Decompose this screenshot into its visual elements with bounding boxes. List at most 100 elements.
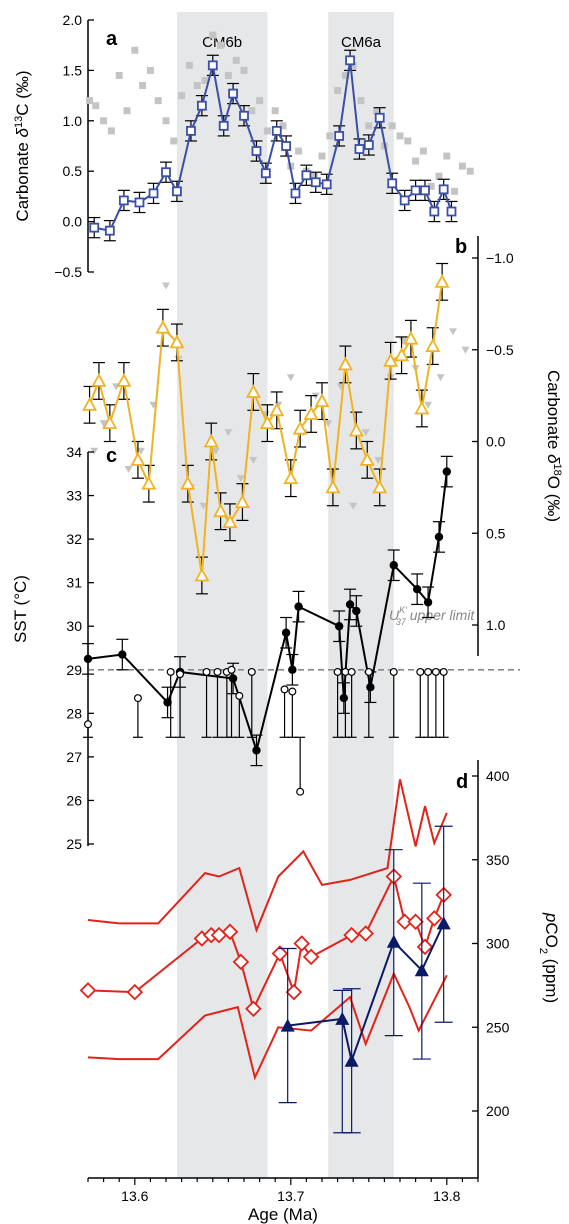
data-point [423, 598, 433, 607]
data-point [161, 167, 171, 178]
data-point [301, 170, 312, 181]
y-tick-label: 0.0 [63, 214, 83, 230]
data-point [141, 475, 157, 490]
data-point [186, 125, 196, 136]
data-point [228, 674, 238, 683]
data-point [213, 503, 229, 518]
background-data-point [248, 107, 256, 115]
background-data-point [232, 56, 240, 64]
y-tick-label: −0.5 [54, 264, 82, 280]
background-data-point [451, 187, 459, 195]
data-point-open [333, 667, 342, 676]
data-point-open [439, 667, 448, 676]
background-data-point [449, 328, 457, 336]
background-data-point [295, 147, 303, 155]
data-point [352, 606, 361, 616]
background-data-point [374, 456, 383, 464]
data-point [82, 396, 98, 411]
y-tick-label: 200 [486, 1103, 510, 1119]
data-point [325, 479, 341, 494]
y-tick-label: −0.5 [486, 342, 514, 358]
panel-c: 25 26 27 28 29 30 31 32 33 34 c SST (°C) UK′ 37 upper… [11, 444, 520, 852]
data-point [414, 400, 430, 415]
x-axis-title: Age (Ma) [248, 1205, 318, 1224]
y-tick-label: 25 [66, 836, 82, 852]
y-tick-label: 33 [66, 488, 82, 504]
data-point [228, 88, 238, 99]
y-axis-title-d: pCO2 (ppm) [537, 912, 561, 1003]
data-point [420, 185, 430, 196]
data-point [218, 120, 229, 131]
y-tick-label: 30 [66, 618, 82, 634]
background-data-point [236, 475, 245, 483]
data-point-open [424, 667, 433, 676]
data-point [425, 338, 441, 353]
background-data-point [217, 41, 225, 49]
data-point-open [227, 665, 236, 674]
y-tick-label: 32 [66, 531, 82, 547]
data-point-diamond [357, 925, 374, 942]
background-data-point [107, 127, 115, 135]
panel-letter: c [106, 445, 117, 467]
data-point [163, 698, 172, 707]
data-point-diamond [221, 923, 239, 941]
data-point [399, 195, 410, 206]
data-point [116, 373, 132, 387]
series-line-pco2-boron [287, 922, 445, 1065]
background-data-point [162, 282, 170, 290]
data-point [134, 197, 145, 208]
background-data-point [461, 346, 470, 354]
x-tick-label: 13.6 [121, 1188, 148, 1204]
data-point [366, 683, 375, 692]
y-tick-label: 2.0 [63, 12, 83, 28]
background-data-point [388, 122, 396, 130]
data-point [389, 561, 398, 570]
panel-letter: b [455, 236, 467, 258]
background-data-point [249, 456, 258, 464]
data-point-open [202, 667, 211, 676]
data-point-diamond [426, 910, 443, 927]
background-data-point [211, 447, 220, 455]
background-data-point [427, 182, 435, 190]
data-point [172, 186, 182, 197]
data-point-diamond [407, 913, 424, 930]
series-line-d13c [94, 60, 453, 232]
background-data-point [396, 132, 404, 140]
x-tick-label: 13.8 [433, 1188, 460, 1204]
data-point-open [296, 787, 305, 796]
event-label: CM6a [341, 34, 382, 51]
background-data-point [178, 92, 186, 100]
data-point [104, 225, 115, 236]
background-data-point [271, 107, 279, 115]
y-tick-label: 29 [66, 662, 82, 678]
background-data-point [365, 122, 373, 130]
data-point-triangle [344, 1053, 359, 1067]
data-point-triangle [436, 916, 451, 930]
data-point [148, 188, 159, 199]
y-tick-label: 1.0 [486, 617, 506, 633]
data-point [83, 654, 93, 664]
data-point-open [235, 691, 244, 700]
data-point-triangle [414, 963, 429, 977]
data-point [155, 319, 171, 334]
background-data-point [349, 61, 357, 69]
data-point-open [166, 667, 175, 676]
data-point-open [133, 694, 142, 703]
data-point-open [431, 667, 440, 676]
series-line-pco2-2 [87, 971, 448, 1081]
data-point-diamond [285, 983, 303, 1001]
background-data-point [240, 66, 248, 74]
data-point [194, 567, 210, 582]
data-point [438, 184, 449, 195]
data-point [339, 693, 349, 703]
y-tick-label: 1.0 [63, 113, 83, 129]
background-data-point [361, 429, 370, 437]
background-data-point [224, 429, 233, 437]
data-point-triangle [280, 1018, 295, 1032]
background-data-point [349, 502, 358, 510]
data-point [169, 334, 185, 349]
data-point [234, 494, 250, 509]
data-point [269, 402, 285, 417]
data-point [251, 146, 262, 156]
